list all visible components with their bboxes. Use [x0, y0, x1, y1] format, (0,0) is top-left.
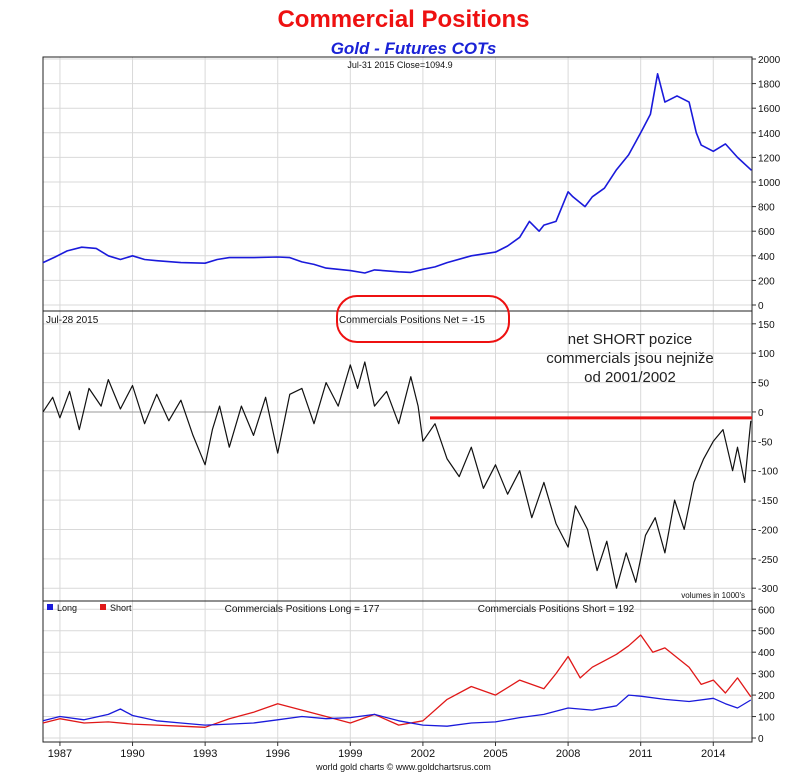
- highlight-ellipse: [336, 295, 510, 343]
- volumes-note: volumes in 1000's: [681, 591, 745, 600]
- x-tick-label: 1996: [265, 748, 289, 760]
- x-tick-label: 2011: [629, 748, 653, 760]
- legend-swatch-short: [100, 604, 106, 610]
- y-tick-label: 2000: [758, 55, 781, 66]
- x-tick-label: 1999: [338, 748, 362, 760]
- legend-label-long: Long: [57, 603, 77, 613]
- y-tick-label: 400: [758, 648, 775, 659]
- panel-frame: [42, 600, 753, 743]
- y-tick-label: 1200: [758, 153, 781, 164]
- annotation-line-3: od 2001/2002: [584, 369, 676, 386]
- y-tick-label: 1000: [758, 178, 781, 189]
- y-tick-label: -150: [758, 496, 778, 507]
- y-tick-label: 0: [758, 734, 764, 745]
- y-tick-label: -250: [758, 555, 778, 566]
- y-tick-label: 0: [758, 408, 764, 419]
- annotation-line-2: commercials jsou nejniže: [546, 350, 714, 367]
- legend-swatch-long: [47, 604, 53, 610]
- y-tick-label: 100: [758, 349, 775, 360]
- x-tick-label: 1993: [193, 748, 217, 760]
- y-tick-label: 200: [758, 691, 775, 702]
- x-tick-label: 2005: [483, 748, 507, 760]
- y-tick-label: 800: [758, 203, 775, 214]
- y-tick-label: 0: [758, 301, 764, 312]
- y-tick-label: 1800: [758, 80, 781, 91]
- y-tick-label: 50: [758, 379, 770, 390]
- y-tick-label: -100: [758, 467, 778, 478]
- y-tick-label: 600: [758, 605, 775, 616]
- y-tick-label: -200: [758, 525, 778, 536]
- net-panel-date: Jul-28 2015: [46, 315, 99, 326]
- y-tick-label: 600: [758, 227, 775, 238]
- x-tick-label: 2008: [556, 748, 580, 760]
- long-position-line: [42, 694, 752, 727]
- y-tick-label: 200: [758, 276, 775, 287]
- gold-price-line: [42, 73, 753, 274]
- y-tick-label: 300: [758, 670, 775, 681]
- y-tick-label: 100: [758, 713, 775, 724]
- y-tick-label: 500: [758, 627, 775, 638]
- x-tick-label: 1987: [48, 748, 72, 760]
- y-tick-label: 150: [758, 320, 775, 331]
- price-panel-label: Jul-31 2015 Close=1094.9: [347, 60, 452, 70]
- y-tick-label: -50: [758, 437, 773, 448]
- x-tick-label: 2002: [411, 748, 435, 760]
- legend-label-short: Short: [110, 603, 132, 613]
- x-tick-label: 2014: [701, 748, 725, 760]
- chart-title: Commercial Positions: [277, 6, 530, 33]
- net-panel-title: Commercials Positions Net = -15: [339, 315, 485, 326]
- y-tick-label: 400: [758, 252, 775, 263]
- net-position-line: [42, 361, 752, 589]
- panel-frame: [42, 56, 753, 312]
- footer-credit: world gold charts © www.goldchartsrus.co…: [316, 762, 491, 772]
- x-tick-label: 1990: [120, 748, 144, 760]
- y-tick-label: 1600: [758, 104, 781, 115]
- y-tick-label: -300: [758, 584, 778, 595]
- short-title: Commercials Positions Short = 192: [478, 604, 635, 615]
- chart-subtitle: Gold - Futures COTs: [330, 39, 497, 58]
- long-title: Commercials Positions Long = 177: [225, 604, 380, 615]
- annotation-line-1: net SHORT pozice: [567, 331, 693, 348]
- annotation-text: net SHORT pozice commercials jsou nejniž…: [520, 330, 740, 387]
- short-position-line: [42, 634, 752, 728]
- y-tick-label: 1400: [758, 129, 781, 140]
